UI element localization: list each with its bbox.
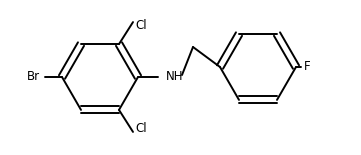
Text: Cl: Cl — [135, 122, 147, 135]
Text: Br: Br — [27, 71, 40, 84]
Text: Cl: Cl — [135, 19, 147, 32]
Text: F: F — [304, 60, 310, 73]
Text: NH: NH — [166, 71, 183, 84]
